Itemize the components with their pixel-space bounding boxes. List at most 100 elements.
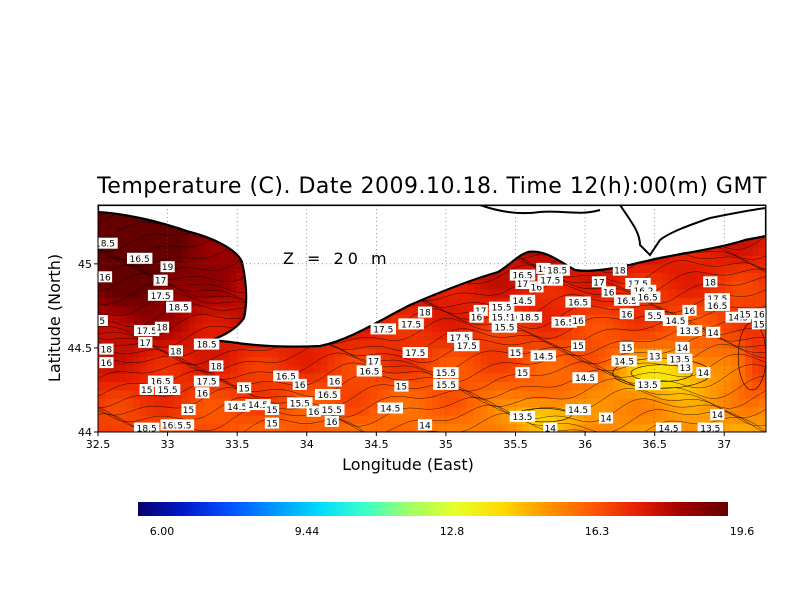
isotherm-label-text: 19	[162, 263, 174, 273]
x-tick-label: 35	[439, 438, 453, 451]
isotherm-label-text: 15.5	[492, 304, 512, 314]
isotherm-label-text: 16	[197, 389, 209, 399]
isotherm-label: 13.5	[635, 378, 661, 391]
isotherm-label-text: 18	[614, 267, 626, 277]
isotherm-label: 17	[366, 355, 381, 367]
isotherm-label-text: 16.5	[512, 272, 532, 282]
isotherm-label-text: 16	[326, 418, 338, 428]
isotherm-label-text: 16.5	[276, 373, 296, 383]
isotherm-label: 16	[160, 419, 175, 431]
isotherm-label-text: 14	[419, 421, 431, 431]
isotherm-label: 16	[99, 357, 114, 369]
isotherm-label-text: 17	[593, 278, 604, 288]
isotherm-label: 14.5	[662, 315, 689, 327]
isotherm-label: 14.5	[655, 422, 682, 435]
isotherm-label: 16.5	[551, 316, 577, 329]
isotherm-label: 16	[195, 387, 210, 399]
x-axis-label: Longitude (East)	[342, 455, 474, 474]
isotherm-label-text: 14.5	[248, 401, 268, 411]
isotherm-label: 18	[209, 360, 224, 372]
isotherm-label: 14	[417, 419, 433, 431]
isotherm-label: 15.5	[433, 367, 459, 379]
isotherm-label-text: 14.5	[568, 406, 588, 416]
isotherm-label: 5.5	[644, 310, 665, 322]
isotherm-label: 18	[417, 306, 433, 319]
isotherm-label-text: 17.5	[151, 292, 171, 302]
isotherm-label: 16.5	[565, 296, 591, 309]
isotherm-label: 16.5	[273, 370, 299, 383]
isotherm-label-text: 17.5	[450, 334, 470, 344]
isotherm-label-text: 15	[266, 406, 277, 416]
y-tick-label: 44.5	[68, 342, 93, 355]
plot-frame	[97, 204, 767, 433]
isotherm-label-text: 14.5	[659, 425, 679, 435]
isotherm-label-text: 17.5	[401, 320, 421, 330]
isotherm-label-text: 14	[677, 344, 689, 354]
isotherm-label: 14	[706, 326, 721, 339]
isotherm-label-text: 15	[739, 310, 750, 320]
isotherm-label: 17	[153, 274, 168, 287]
isotherm-label-text: 18	[170, 347, 182, 357]
isotherm-label-text: 13	[649, 352, 660, 362]
isotherm-label-text: 16.5	[554, 319, 574, 329]
isotherm-label-text: 18.5	[547, 267, 567, 277]
colorbar-tick-label: 9.44	[295, 525, 320, 538]
isotherm-label-text: 16	[294, 381, 306, 391]
isotherm-label: 16.5	[509, 269, 536, 282]
isotherm-label-text: 15	[753, 320, 764, 330]
isotherm-label-text: 14.5	[380, 405, 400, 415]
isotherm-label-text: 19	[538, 265, 550, 275]
isotherm-label: 15	[508, 347, 523, 359]
isotherm-label-text: 16.5	[130, 255, 150, 265]
isotherm-label: 15	[139, 384, 154, 396]
isotherm-label: 15.5	[168, 419, 195, 431]
isotherm-label: 17.5	[454, 340, 480, 352]
isotherm-label-text: 13.5	[512, 413, 532, 423]
isotherm-label-text: 15.5	[492, 314, 512, 324]
isotherm-label: 13.5	[697, 422, 723, 432]
isotherm-label-text: 15	[183, 406, 194, 416]
isotherm-label-text: 18	[211, 362, 223, 372]
isotherm-label-text: 17.5	[540, 277, 560, 287]
isotherm-label-text: 17.5	[197, 378, 217, 388]
isotherm-label-text: 16	[101, 359, 113, 369]
isotherm-label: 16	[571, 315, 586, 327]
isotherm-label: 17	[591, 276, 607, 288]
isotherm-label: 13.5	[667, 353, 693, 366]
x-tick-label: 36	[578, 438, 592, 451]
isotherm-label: 17	[515, 278, 530, 290]
isotherm-label-text: 14.5	[665, 317, 685, 327]
isotherm-label-text: 14.5	[227, 403, 247, 413]
isotherm-label: 16	[682, 304, 697, 317]
isotherm-label: 15.5	[491, 321, 518, 334]
isotherm-label-text: 16.5	[151, 378, 171, 388]
isotherm-label: 14	[675, 341, 690, 354]
chart-title: Temperature (C). Date 2009.10.18. Time 1…	[96, 174, 767, 199]
isotherm-label-text: 15.5	[171, 421, 191, 431]
isotherm-label-text: 16	[753, 310, 765, 320]
isotherm-label-text: 17.5	[457, 342, 477, 352]
isotherm-label-text: 15	[572, 342, 583, 352]
isotherm-label: 14.5	[530, 350, 556, 362]
x-tick-label: 33.5	[225, 438, 250, 451]
isotherm-label-text: 14	[707, 329, 719, 339]
isotherm-label-text: 18.5	[95, 240, 115, 250]
isotherm-label-text: 15	[141, 386, 152, 396]
isotherm-label-text: 14.5	[533, 352, 553, 362]
isotherm-label: 13	[678, 362, 693, 374]
isotherm-label-text: 16.5	[359, 368, 379, 378]
colorbar-tick-label: 16.3	[585, 525, 610, 538]
isotherm-label: 14.5	[377, 402, 403, 415]
land-north-coast	[479, 205, 601, 215]
x-tick-label: 35.5	[503, 438, 528, 451]
isotherm-label: 18	[99, 343, 114, 356]
isotherm-label: 18	[168, 345, 183, 357]
isotherm-label: 14.5	[611, 355, 637, 367]
isotherm-label: 18	[703, 276, 718, 288]
y-tick-label: 45	[78, 258, 92, 271]
isotherm-label-text: 16	[510, 314, 522, 324]
isotherm-label-text: 16.5	[318, 391, 338, 401]
isotherm-label: 15	[264, 417, 280, 430]
isotherm-label: 18.5	[134, 422, 160, 432]
